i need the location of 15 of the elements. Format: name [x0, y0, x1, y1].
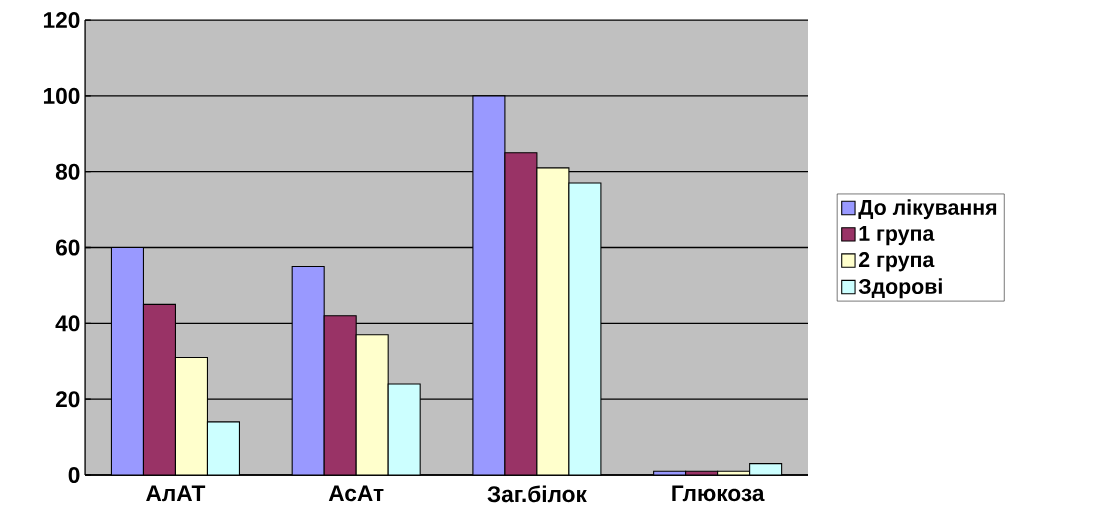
y-tick-label: 0	[68, 466, 80, 484]
y-tick-label: 60	[55, 239, 80, 256]
x-tick-label: Заг.білок	[487, 485, 587, 503]
x-tick-label: АлАТ	[146, 485, 206, 502]
legend-label: Здорові	[858, 278, 942, 299]
y-tick-label: 100	[43, 87, 80, 104]
y-tick-label: 80	[55, 163, 80, 180]
y-tick-label: 120	[43, 12, 80, 29]
x-tick-label: Глюкоза	[672, 485, 765, 502]
x-tick-label: АсАт	[328, 485, 384, 502]
legend-label: 2 група	[858, 252, 935, 272]
legend-label: До лікування	[858, 199, 997, 220]
y-tick-label: 20	[55, 391, 80, 408]
y-tick-label: 40	[55, 315, 80, 332]
legend-label: 1 група	[859, 226, 935, 246]
